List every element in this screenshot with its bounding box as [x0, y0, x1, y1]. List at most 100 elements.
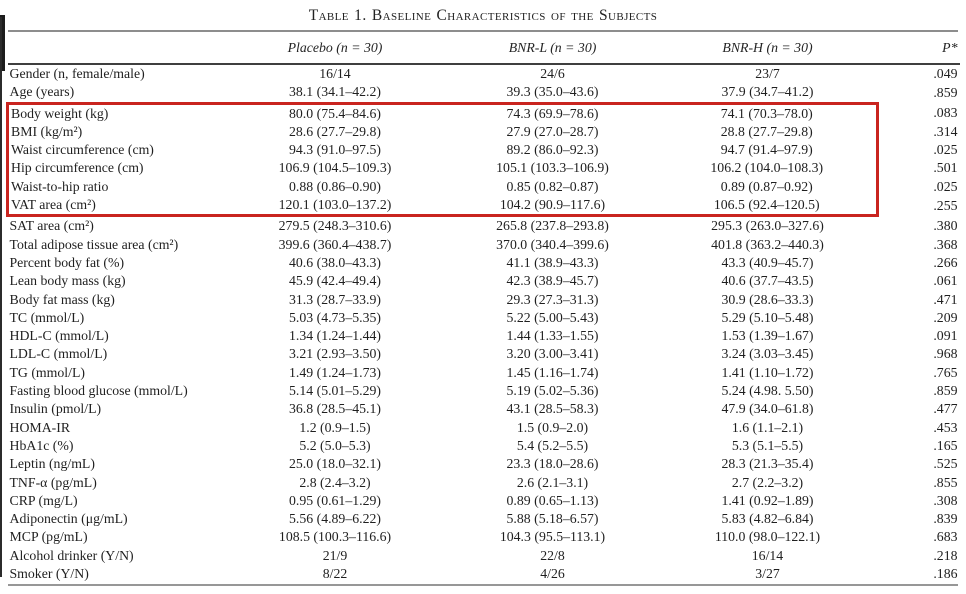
- row-label: Alcohol drinker (Y/N): [9, 547, 134, 563]
- bnr-h-value: 106.2 (104.0–108.3): [657, 159, 879, 178]
- placebo-value: 8/22: [322, 566, 348, 582]
- scan-edge-artifact: [0, 15, 5, 71]
- p-value: .859: [933, 383, 958, 399]
- placebo-value: 279.5 (248.3–310.6): [278, 218, 392, 234]
- p-value: .839: [933, 511, 958, 527]
- placebo-value: 94.3 (91.0–97.5): [289, 142, 381, 158]
- table-row: Waist-to-hip ratio 0.88 (0.86–0.90) 0.85 (…: [6, 177, 960, 197]
- row-label: Lean body mass (kg): [9, 273, 126, 289]
- row-label: BMI (kg/m²): [6, 122, 223, 142]
- bnr-l-value: 3.20 (3.00–3.41): [506, 346, 599, 362]
- table-row: HbA1c (%) 5.2 (5.0–5.3) 5.4 (5.2–5.5) 5.3 (…: [8, 437, 960, 455]
- bnr-h-value: 3.24 (3.03–3.45): [721, 346, 814, 362]
- bnr-h-value: 74.1 (70.3–78.0): [657, 101, 879, 123]
- placebo-value: 36.8 (28.5–45.1): [289, 401, 381, 417]
- p-value: .308: [933, 492, 958, 508]
- placebo-value: 106.9 (104.5–109.3): [278, 160, 392, 176]
- bnr-h-value: 295.3 (263.0–327.6): [711, 218, 824, 234]
- placebo-value: 5.56 (4.89–6.22): [289, 511, 381, 527]
- table-row: Adiponectin (μg/mL) 5.56 (4.89–6.22) 5.88 …: [8, 510, 960, 528]
- p-value: .209: [933, 309, 958, 325]
- row-label: Total adipose tissue area (cm²): [9, 236, 179, 252]
- document-page: Table 1. Baseline Characteristics of the…: [0, 7, 966, 594]
- table-row: Gender (n, female/male) 16/14 24/6 23/7 .049: [8, 64, 960, 83]
- p-value: .477: [933, 401, 958, 417]
- bnr-l-value: 1.5 (0.9–2.0): [516, 419, 589, 435]
- bnr-l-value: 22/8: [540, 547, 565, 563]
- table-row: Lean body mass (kg) 45.9 (42.4–49.4) 42.3 …: [8, 272, 960, 290]
- placebo-value: 21/9: [322, 547, 348, 563]
- bnr-h-value: 16/14: [751, 547, 784, 563]
- p-value: .859: [933, 85, 958, 101]
- p-value: .083: [933, 104, 958, 120]
- table-row: Waist circumference (cm) 94.3 (91.0–97.5)…: [6, 141, 960, 160]
- bnr-h-value: 23/7: [755, 66, 780, 81]
- bnr-h-value: 1.6 (1.1–2.1): [731, 419, 804, 435]
- table-row: Smoker (Y/N) 8/22 4/26 3/27 .186: [8, 565, 960, 583]
- row-label: TC (mmol/L): [9, 309, 85, 325]
- bnr-l-value: 5.22 (5.00–5.43): [506, 309, 599, 325]
- table-title: Table 1. Baseline Characteristics of the…: [308, 7, 658, 24]
- table-row: TC (mmol/L) 5.03 (4.73–5.35) 5.22 (5.00–5.…: [8, 309, 960, 327]
- bnr-h-value: 28.8 (27.7–29.8): [657, 122, 879, 142]
- p-value: .683: [933, 529, 958, 545]
- p-value: .368: [933, 236, 958, 252]
- bnr-h-value: 30.9 (28.6–33.3): [721, 291, 814, 307]
- bnr-l-value: 1.44 (1.33–1.55): [506, 328, 599, 344]
- placebo-value: 45.9 (42.4–49.4): [289, 273, 381, 289]
- placebo-value: 2.8 (2.4–3.2): [299, 474, 371, 490]
- bnr-h-value: 0.89 (0.87–0.92): [657, 177, 879, 197]
- table-row: VAT area (cm²) 120.1 (103.0–137.2) 104.2 (…: [6, 196, 960, 218]
- bnr-l-value: 4/26: [540, 566, 565, 582]
- p-value: .855: [933, 474, 958, 490]
- bnr-l-value: 42.3 (38.9–45.7): [506, 273, 599, 289]
- table-row: CRP (mg/L) 0.95 (0.61–1.29) 0.89 (0.65–1.1…: [8, 492, 960, 510]
- bnr-h-value: 1.41 (1.10–1.72): [721, 364, 814, 380]
- row-label: LDL-C (mmol/L): [9, 346, 108, 362]
- p-value: .049: [933, 66, 958, 81]
- placebo-value: 40.6 (38.0–43.3): [289, 254, 381, 270]
- row-label: Waist-to-hip ratio: [6, 177, 223, 197]
- bnr-l-value: 5.4 (5.2–5.5): [516, 437, 589, 453]
- placebo-value: 38.1 (34.1–42.2): [289, 84, 381, 100]
- bnr-h-value: 94.7 (91.4–97.9): [657, 141, 879, 160]
- row-label: Adiponectin (μg/mL): [9, 511, 128, 527]
- bnr-l-value: 104.2 (90.9–117.6): [447, 196, 658, 218]
- bnr-h-value: 1.41 (0.92–1.89): [721, 492, 814, 508]
- row-label: MCP (pg/mL): [9, 529, 88, 545]
- bnr-l-value: 105.1 (103.3–106.9): [496, 160, 609, 176]
- row-label: Gender (n, female/male): [9, 66, 145, 81]
- table-row: HOMA-IR 1.2 (0.9–1.5) 1.5 (0.9–2.0) 1.6 (1.…: [8, 419, 960, 437]
- table-row: Percent body fat (%) 40.6 (38.0–43.3) 41.1…: [8, 254, 960, 272]
- row-label: SAT area (cm²): [9, 218, 94, 234]
- bnr-h-value: 37.9 (34.7–41.2): [721, 84, 814, 100]
- row-label: Percent body fat (%): [9, 254, 125, 270]
- placebo-value: 399.6 (360.4–438.7): [278, 236, 392, 252]
- top-rule: [8, 30, 958, 32]
- bnr-l-value: 5.19 (5.02–5.36): [506, 383, 599, 399]
- placebo-value: 5.2 (5.0–5.3): [299, 437, 371, 453]
- row-label: Body fat mass (kg): [9, 291, 115, 307]
- placebo-value: 1.34 (1.24–1.44): [289, 328, 381, 344]
- bnr-l-value: 265.8 (237.8–293.8): [496, 218, 609, 234]
- row-label: HOMA-IR: [9, 419, 71, 435]
- bnr-l-value: 43.1 (28.5–58.3): [506, 401, 599, 417]
- bnr-h-value: 1.53 (1.39–1.67): [721, 328, 814, 344]
- placebo-value: 80.0 (75.4–84.6): [222, 101, 448, 123]
- placebo-value: 0.88 (0.86–0.90): [289, 178, 381, 194]
- row-label: Insulin (pmol/L): [9, 401, 102, 417]
- bnr-h-value: 110.0 (98.0–122.1): [714, 529, 821, 545]
- placebo-value: 5.03 (4.73–5.35): [289, 309, 381, 325]
- p-value: .314: [933, 123, 958, 139]
- bnr-h-value: 5.24 (4.98. 5.50): [721, 383, 814, 399]
- table-row: MCP (pg/mL) 108.5 (100.3–116.6) 104.3 (95.…: [8, 528, 960, 546]
- table-row: Hip circumference (cm) 106.9 (104.5–109.3…: [6, 159, 960, 178]
- bnr-l-value: 0.85 (0.82–0.87): [506, 178, 599, 194]
- bnr-l-value: 23.3 (18.0–28.6): [506, 456, 599, 472]
- placebo-value: 31.3 (28.7–33.9): [289, 291, 381, 307]
- table-row: TNF-α (pg/mL) 2.8 (2.4–3.2) 2.6 (2.1–3.1) 2…: [8, 474, 960, 492]
- table-row: Insulin (pmol/L) 36.8 (28.5–45.1) 43.1 (28…: [8, 400, 960, 418]
- row-label: Waist circumference (cm): [6, 141, 223, 160]
- p-value: .025: [933, 178, 958, 194]
- table-row: Leptin (ng/mL) 25.0 (18.0–32.1) 23.3 (18.0…: [8, 455, 960, 473]
